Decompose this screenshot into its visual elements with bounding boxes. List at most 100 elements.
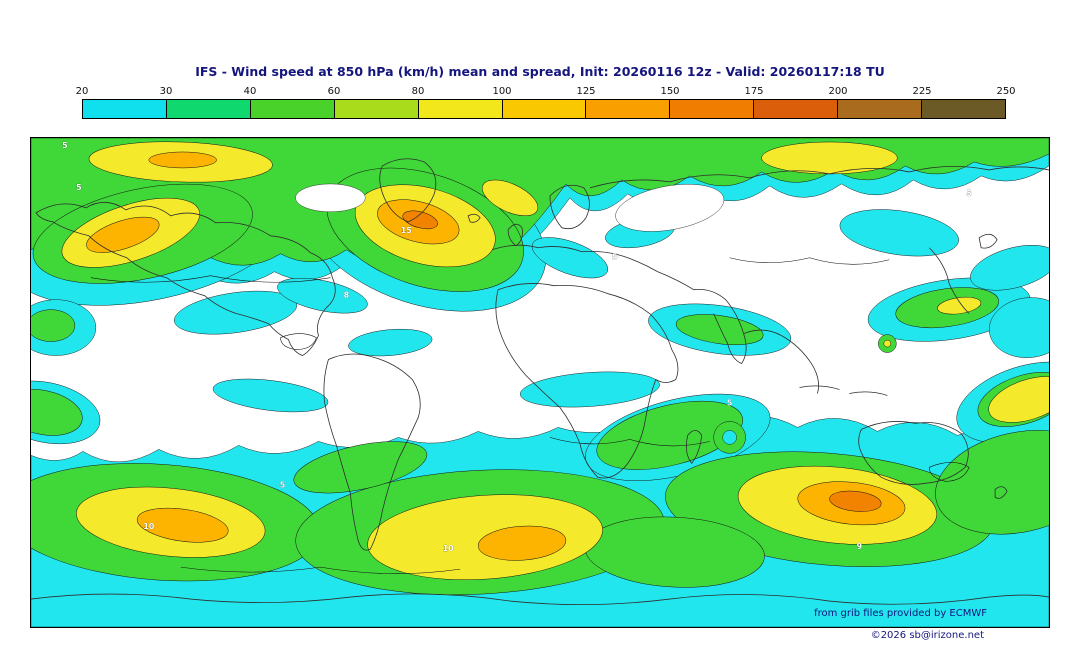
wind-blob xyxy=(935,430,1049,535)
map-shape xyxy=(549,437,710,447)
colorbar-tick-label: 40 xyxy=(243,86,257,97)
wind-blob xyxy=(675,314,764,345)
spread-label: 5 xyxy=(612,253,618,262)
wind-blob xyxy=(970,244,1049,291)
colorbar-tick-label: 125 xyxy=(576,86,596,97)
wind-blob xyxy=(148,151,217,169)
wind-blob xyxy=(829,490,882,512)
map-shape xyxy=(799,385,888,396)
wind-speed-map-svg: 5 5 15 8 5 5 10 9 5 10 5 xyxy=(31,138,1049,627)
spread-label: 10 xyxy=(443,544,455,553)
colorbar-segment xyxy=(417,100,502,118)
map-shape xyxy=(686,430,703,464)
wind-blob xyxy=(212,378,329,413)
wind-blob xyxy=(348,328,433,357)
spread-contours xyxy=(90,257,970,574)
colorbar-segment xyxy=(333,100,418,118)
map-shape xyxy=(323,353,421,551)
coastlines xyxy=(31,158,1049,605)
spread-label: 10 xyxy=(143,522,155,531)
colorbar-bar xyxy=(82,99,1006,119)
spread-labels: 5 5 15 8 5 5 10 9 5 10 5 xyxy=(62,141,972,553)
wind-field-clearings xyxy=(295,183,725,232)
colorbar-segment xyxy=(249,100,334,118)
colorbar-tick-label: 225 xyxy=(912,86,932,97)
colorbar-segment xyxy=(837,100,922,118)
spread-label: 5 xyxy=(280,480,286,489)
map-shape xyxy=(978,233,998,249)
wind-blob xyxy=(31,389,83,436)
colorbar-segment xyxy=(669,100,754,118)
wind-blob xyxy=(293,441,428,494)
world-map: 5 5 15 8 5 5 10 9 5 10 5 from grib files provided … xyxy=(30,137,1050,628)
wind-blob xyxy=(839,209,959,257)
spread-label: 5 xyxy=(727,398,733,407)
map-shape xyxy=(379,158,437,223)
wind-blob xyxy=(531,237,609,279)
colorbar-segment xyxy=(501,100,586,118)
wind-field-orange xyxy=(86,151,906,561)
colorbar-segment xyxy=(921,100,1005,118)
colorbar-tick-label: 150 xyxy=(660,86,680,97)
colorbar-tick-label: 100 xyxy=(492,86,512,97)
wind-blob xyxy=(174,290,298,335)
map-shape xyxy=(589,166,1049,189)
cyclone-markers xyxy=(713,334,897,454)
spread-label: 9 xyxy=(857,542,863,551)
map-shape xyxy=(549,184,590,230)
wind-blob xyxy=(136,507,229,543)
map-shape xyxy=(743,329,819,394)
wind-blob xyxy=(295,183,366,213)
wind-blob xyxy=(86,216,160,253)
copyright-text: ©2026 sb@irizone.net xyxy=(870,630,984,641)
wind-blob xyxy=(761,141,898,175)
wind-blob xyxy=(277,277,368,314)
spread-label: 15 xyxy=(401,226,412,235)
attribution-text: from grib files provided by ECMWF xyxy=(814,608,987,619)
spread-label: 5 xyxy=(62,141,68,150)
colorbar-tick-row: 20 30 40 60 80 100 125 150 175 200 225 250 xyxy=(76,86,1016,99)
colorbar-tick-label: 200 xyxy=(828,86,848,97)
wind-blob xyxy=(883,339,892,348)
chart-title: IFS - Wind speed at 850 hPa (km/h) mean … xyxy=(195,64,885,79)
map-shape xyxy=(31,593,1049,605)
map-shape xyxy=(90,275,331,283)
map-shape xyxy=(467,213,481,223)
wind-blob xyxy=(482,179,539,217)
map-shape xyxy=(495,283,679,479)
colorbar-tick-label: 250 xyxy=(996,86,1016,97)
map-shape xyxy=(507,223,523,247)
map-shape xyxy=(280,333,317,350)
colorbar-segment xyxy=(753,100,838,118)
map-shape xyxy=(491,244,658,273)
spread-label: 5 xyxy=(76,183,82,192)
colorbar-tick-label: 20 xyxy=(75,86,89,97)
wind-blob xyxy=(988,376,1049,423)
wind-blob xyxy=(615,184,725,232)
colorbar-tick-label: 80 xyxy=(411,86,425,97)
spread-label: 5 xyxy=(966,189,972,198)
map-shape xyxy=(35,201,336,356)
map-shape xyxy=(994,486,1008,499)
wind-blob xyxy=(477,525,567,561)
colorbar-tick-label: 60 xyxy=(327,86,341,97)
wind-blob xyxy=(31,309,76,342)
colorbar-tick-label: 175 xyxy=(744,86,764,97)
colorbar-tick-label: 30 xyxy=(159,86,173,97)
spread-label: 8 xyxy=(344,291,350,300)
map-shape xyxy=(180,566,461,574)
wind-blob xyxy=(722,430,737,445)
map-shape xyxy=(928,247,970,314)
wind-blob xyxy=(937,296,982,315)
colorbar-segment xyxy=(165,100,250,118)
map-shape xyxy=(858,421,969,485)
colorbar-segment xyxy=(585,100,670,118)
colorbar: 20 30 40 60 80 100 125 150 175 200 225 250 xyxy=(76,86,1016,119)
wind-blob xyxy=(596,400,743,470)
map-shape xyxy=(928,462,970,482)
wind-blob xyxy=(519,371,660,408)
colorbar-segment xyxy=(83,100,166,118)
wind-blob xyxy=(988,297,1049,358)
wind-field-yellow xyxy=(61,141,1049,581)
